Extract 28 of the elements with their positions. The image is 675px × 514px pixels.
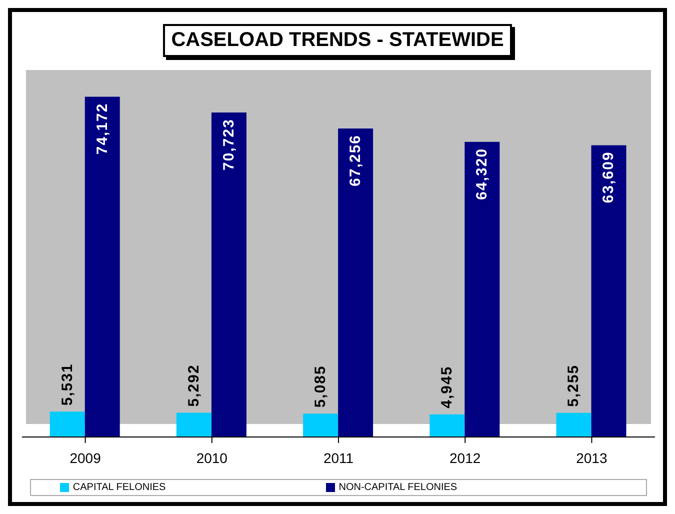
bar	[176, 412, 212, 437]
data-label: 64,320	[474, 148, 491, 200]
data-label: 5,531	[58, 363, 76, 406]
chart-title: CASELOAD TRENDS - STATEWIDE	[163, 24, 512, 57]
bar	[303, 414, 338, 437]
data-label: 5,292	[185, 364, 202, 407]
data-label: 4,945	[438, 366, 456, 408]
bar	[84, 96, 120, 437]
data-label: 67,256	[347, 134, 364, 186]
data-label: 70,723	[220, 118, 238, 170]
bar	[591, 145, 626, 437]
data-label: 5,085	[312, 365, 330, 408]
data-label: 63,609	[600, 151, 618, 204]
x-tick-label: 2013	[576, 450, 608, 466]
data-label: 5,255	[565, 364, 582, 407]
bar	[338, 128, 374, 437]
bar	[464, 142, 500, 437]
bar	[430, 414, 465, 437]
bar	[50, 412, 85, 437]
legend-label: NON-CAPITAL FELONIES	[338, 482, 458, 493]
data-label: 74,172	[94, 102, 111, 155]
bar	[211, 112, 246, 437]
bar	[556, 412, 592, 437]
x-tick-label: 2011	[323, 450, 354, 466]
x-tick-label: 2009	[70, 450, 102, 466]
x-tick-label: 2010	[196, 450, 228, 466]
x-tick-label: 2012	[450, 450, 481, 466]
legend-label: CAPITAL FELONIES	[72, 482, 166, 493]
